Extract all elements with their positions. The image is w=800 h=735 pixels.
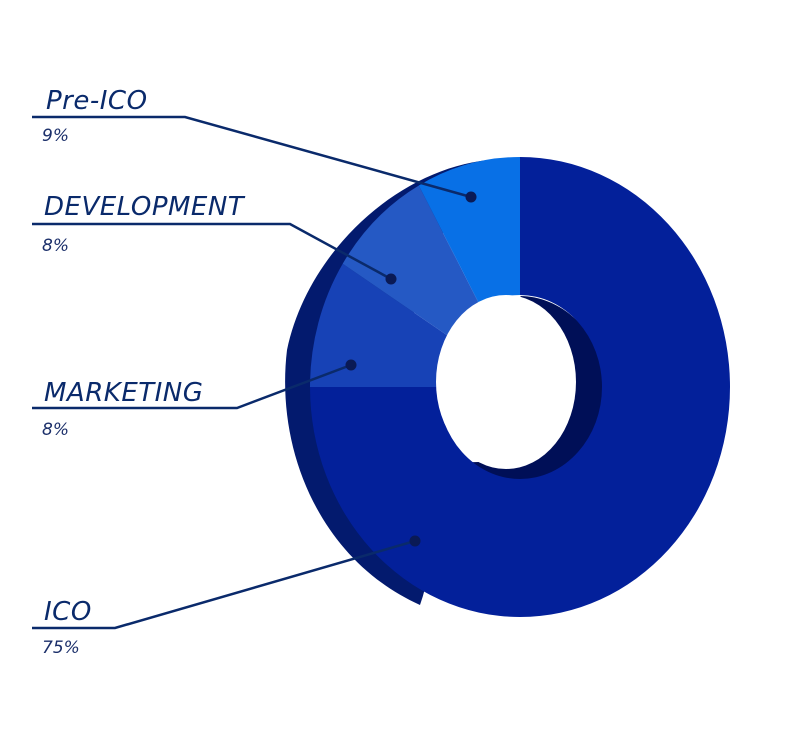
pct-development: 8% — [42, 236, 69, 256]
callout-line-marketing — [32, 363, 352, 410]
callout-line-ico — [32, 539, 416, 630]
slice-marketing — [418, 157, 520, 307]
label-ico: ICO — [44, 597, 92, 627]
callout-line-development — [32, 222, 392, 281]
slice-pre-ico — [310, 263, 451, 387]
label-marketing: MARKETING — [44, 378, 203, 408]
label-pre-ico: Pre-ICO — [46, 86, 148, 116]
callout-dot-development — [385, 273, 397, 285]
slice-ico — [310, 157, 730, 617]
donut-hole-side — [470, 296, 606, 482]
donut-hole — [436, 295, 576, 469]
callouts: Pre-ICO 9% DEVELOPMENT 8% MARKETING 8% I… — [32, 86, 477, 658]
pct-marketing: 8% — [42, 420, 69, 440]
callout-line-pre-ico — [32, 115, 472, 199]
donut-slices — [310, 157, 730, 617]
label-development: DEVELOPMENT — [44, 192, 246, 222]
pct-ico: 75% — [42, 638, 80, 658]
pct-pre-ico: 9% — [42, 126, 69, 146]
callout-dot-ico — [409, 535, 421, 547]
callout-dot-marketing — [345, 359, 357, 371]
callout-dot-pre-ico — [465, 191, 477, 203]
slice-development — [342, 185, 481, 338]
